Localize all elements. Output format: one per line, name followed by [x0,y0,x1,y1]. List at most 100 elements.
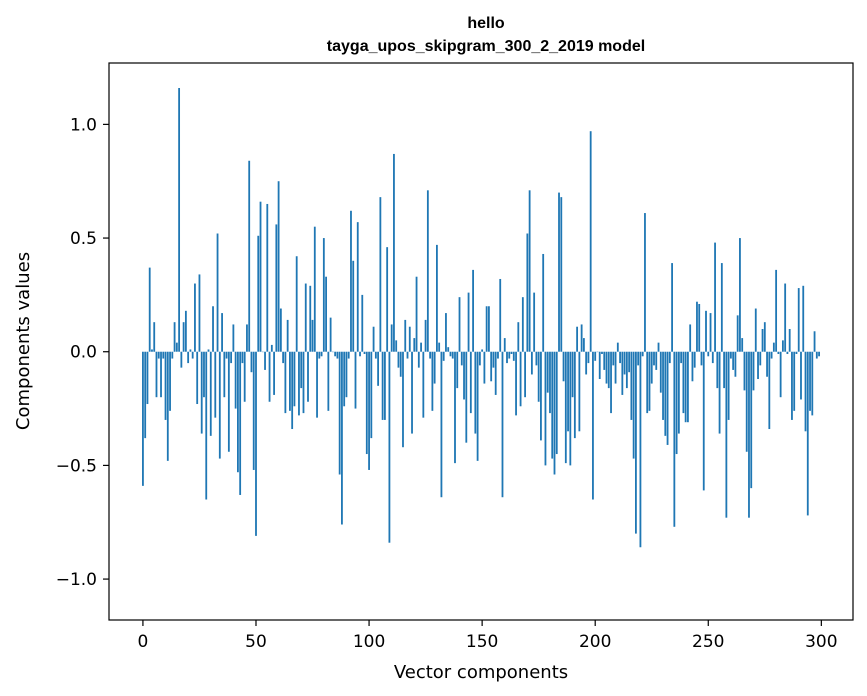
bar-69 [298,351,300,416]
bar-172 [530,351,533,375]
bar-298 [815,351,818,359]
bar-51 [257,235,260,352]
bar-122 [417,351,420,368]
bar-234 [671,263,673,352]
bar-283 [781,340,784,352]
bar-274 [761,329,764,352]
bar-242 [689,324,692,352]
bar-138 [454,351,456,464]
bar-20 [187,351,190,364]
bar-293 [804,351,807,432]
bar-210 [616,342,619,352]
bar-230 [662,351,664,420]
bar-47 [248,160,251,352]
bar-13 [171,351,174,359]
bar-92 [350,210,352,352]
x-tick-label: 200 [579,632,611,652]
bar-176 [540,351,542,441]
bar-294 [806,351,809,516]
bar-297 [813,331,816,352]
bar-227 [655,351,658,370]
bar-173 [533,292,536,352]
bar-199 [592,351,594,500]
bar-247 [700,351,703,366]
bar-14 [173,322,176,352]
bar-285 [786,351,789,354]
bar-276 [766,351,768,377]
bar-101 [370,351,373,439]
bar-109 [388,351,391,543]
bar-50 [255,351,257,536]
bar-215 [628,351,631,373]
bar-45 [243,351,246,402]
bar-270 [752,351,755,391]
bar-96 [359,351,361,357]
bar-38 [227,351,230,452]
bar-157 [497,351,499,359]
bar-183 [555,351,558,455]
bar-114 [399,351,402,377]
bar-224 [648,351,651,411]
bar-279 [772,342,775,352]
bar-266 [743,351,746,391]
bar-152 [485,306,488,352]
bar-254 [716,351,719,389]
bar-205 [605,351,608,384]
bar-166 [517,322,520,352]
bar-102 [372,326,375,352]
bar-75 [311,319,314,352]
bar-149 [478,351,481,366]
bar-219 [637,351,640,366]
bar-221 [641,351,644,357]
bar-258 [725,351,728,518]
bar-11 [166,351,169,461]
bar-226 [653,351,655,366]
bar-48 [250,351,253,373]
bar-124 [422,351,425,418]
bar-255 [718,351,721,434]
bar-37 [225,351,228,359]
bar-70 [300,351,303,389]
bar-25 [198,274,201,352]
bar-250 [707,351,710,357]
bar-134 [445,313,447,352]
bar-174 [535,351,538,366]
bar-121 [415,276,418,352]
bar-28 [205,351,208,500]
bar-129 [433,351,436,384]
bar-181 [551,351,554,459]
bar-21 [189,349,192,352]
bar-236 [675,351,678,455]
bar-256 [720,263,723,352]
bar-296 [811,351,814,416]
x-tick-label: 150 [466,632,498,652]
bar-150 [481,349,484,352]
bar-213 [623,351,626,375]
x-axis-label: Vector components [394,662,568,683]
bar-108 [386,247,389,352]
bar-281 [777,351,780,354]
bar-260 [729,351,732,359]
bar-192 [576,326,579,352]
bar-139 [456,351,459,389]
bar-212 [621,351,624,395]
bar-203 [601,351,603,354]
bar-91 [347,351,350,359]
bar-68 [295,256,298,352]
bar-291 [800,351,802,400]
bar-86 [336,351,339,359]
bar-43 [239,351,242,495]
bar-52 [259,201,262,352]
bar-280 [775,269,778,352]
x-tick-label: 250 [692,632,724,652]
bar-36 [223,351,226,398]
bar-275 [763,322,766,352]
bar-54 [264,351,266,370]
bar-106 [381,351,384,420]
bar-57 [270,344,273,352]
bar-195 [582,338,585,352]
bar-267 [745,351,748,452]
bar-18 [182,322,185,352]
bar-63 [284,351,287,414]
x-tick-label: 50 [245,632,267,652]
